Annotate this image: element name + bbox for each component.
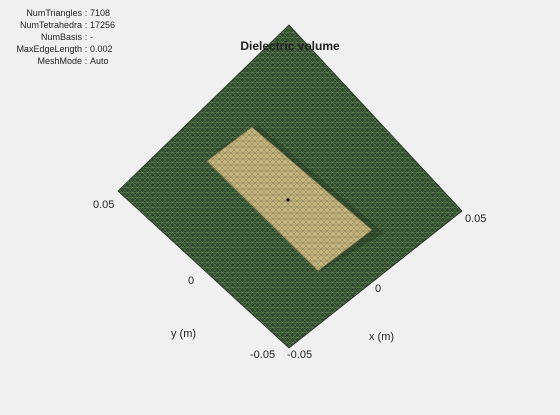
stat-separator: : bbox=[84, 56, 88, 66]
stat-separator: : bbox=[84, 44, 88, 54]
mesh-statistics: NumTriangles : 7108 NumTetrahedra : 1725… bbox=[0, 7, 115, 67]
stat-value: 17256 bbox=[90, 20, 116, 30]
stat-name: NumBasis bbox=[40, 32, 82, 42]
stat-row: NumBasis : - bbox=[0, 31, 115, 43]
plot-title: Dielectric volume bbox=[240, 39, 340, 53]
feed-point bbox=[286, 198, 290, 202]
stat-row: MeshMode : Auto bbox=[0, 55, 115, 67]
stat-name: MeshMode bbox=[37, 56, 82, 66]
stat-separator: : bbox=[84, 8, 88, 18]
y-tick-label: 0 bbox=[188, 275, 195, 287]
stat-separator: : bbox=[84, 32, 88, 42]
x-axis-label: x (m) bbox=[369, 331, 395, 343]
x-tick-label: 0.05 bbox=[465, 213, 487, 225]
y-axis-label: y (m) bbox=[171, 328, 197, 340]
stat-row: NumTriangles : 7108 bbox=[0, 7, 115, 19]
stat-value: 7108 bbox=[90, 8, 111, 18]
x-axis-line bbox=[288, 210, 463, 349]
y-tick-label: -0.05 bbox=[250, 349, 276, 361]
stat-name: NumTetrahedra bbox=[19, 20, 82, 30]
stat-value: 0.002 bbox=[90, 44, 113, 54]
stat-row: MaxEdgeLength : 0.002 bbox=[0, 43, 115, 55]
stat-value: - bbox=[90, 32, 93, 42]
x-tick-label: 0 bbox=[375, 283, 382, 295]
y-tick-label: 0.05 bbox=[93, 199, 115, 211]
stat-row: NumTetrahedra : 17256 bbox=[0, 19, 115, 31]
patch-mesh bbox=[206, 126, 373, 272]
stat-name: NumTriangles bbox=[26, 8, 82, 18]
x-tick-label: -0.05 bbox=[287, 349, 313, 361]
stat-separator: : bbox=[84, 20, 88, 30]
y-axis-line bbox=[117, 190, 290, 349]
stat-value: Auto bbox=[90, 56, 109, 66]
stat-name: MaxEdgeLength bbox=[16, 44, 82, 54]
